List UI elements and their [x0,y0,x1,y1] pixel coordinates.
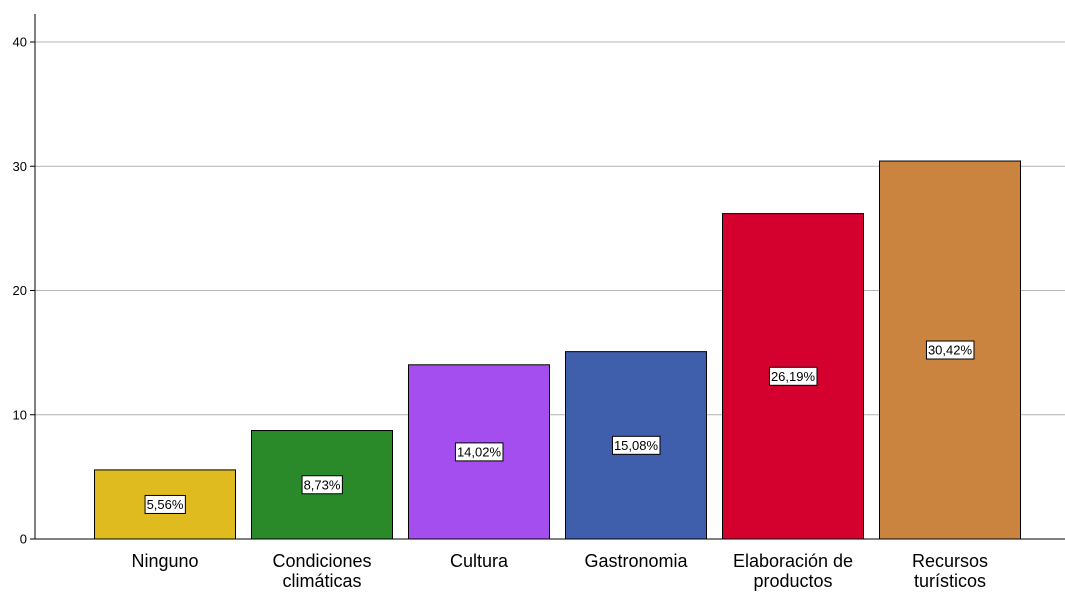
data-label-text: 26,19% [771,369,816,384]
x-tick-label-line: turísticos [914,571,986,591]
x-tick-label: Ninguno [131,551,198,571]
x-tick-label-line: Gastronomia [584,551,688,571]
data-label-text: 8,73% [304,477,341,492]
x-tick-label-line: Elaboración de [733,551,853,571]
data-label: 5,56% [144,494,186,514]
data-label-box [144,494,186,514]
x-tick-label-line: Condiciones [272,551,371,571]
y-tick-label: 10 [13,407,27,422]
axes: 0 10 20 30 40 Ninguno Condiciones climáticas Cul… [13,14,1065,591]
x-tick-label: Cultura [450,551,509,571]
x-tick-label-line: Ninguno [131,551,198,571]
x-tick-label-line: Cultura [450,551,509,571]
x-tick-label: Elaboración de productos [733,551,853,591]
data-label: 30,42% [925,340,975,360]
x-tick-label-line: productos [753,571,832,591]
x-tick-label-line: climáticas [282,571,361,591]
data-label-box [611,435,661,455]
y-tick-label: 40 [13,35,27,50]
data-label: 8,73% [301,475,343,495]
data-label: 15,08% [611,435,661,455]
data-label-text: 15,08% [614,438,659,453]
bars [94,160,1021,540]
data-label-box [454,442,504,462]
data-label-text: 30,42% [928,343,973,358]
data-labels: 5,56% 8,73% 14,02% 15,08% 26,19% 30,42% [144,340,975,514]
data-label-box [301,475,343,495]
y-tick-label: 20 [13,283,27,298]
data-label: 14,02% [454,442,504,462]
data-label-box [768,366,818,386]
data-label-box [925,340,975,360]
x-tick-label: Recursos turísticos [912,551,988,591]
y-tick-label: 0 [20,532,27,547]
data-label-text: 14,02% [457,444,502,459]
data-label-text: 5,56% [147,497,184,512]
x-tick-label: Condiciones climáticas [272,551,371,591]
x-tick-label: Gastronomia [584,551,688,571]
data-label: 26,19% [768,366,818,386]
y-tick-label: 30 [13,159,27,174]
x-tick-label-line: Recursos [912,551,988,571]
